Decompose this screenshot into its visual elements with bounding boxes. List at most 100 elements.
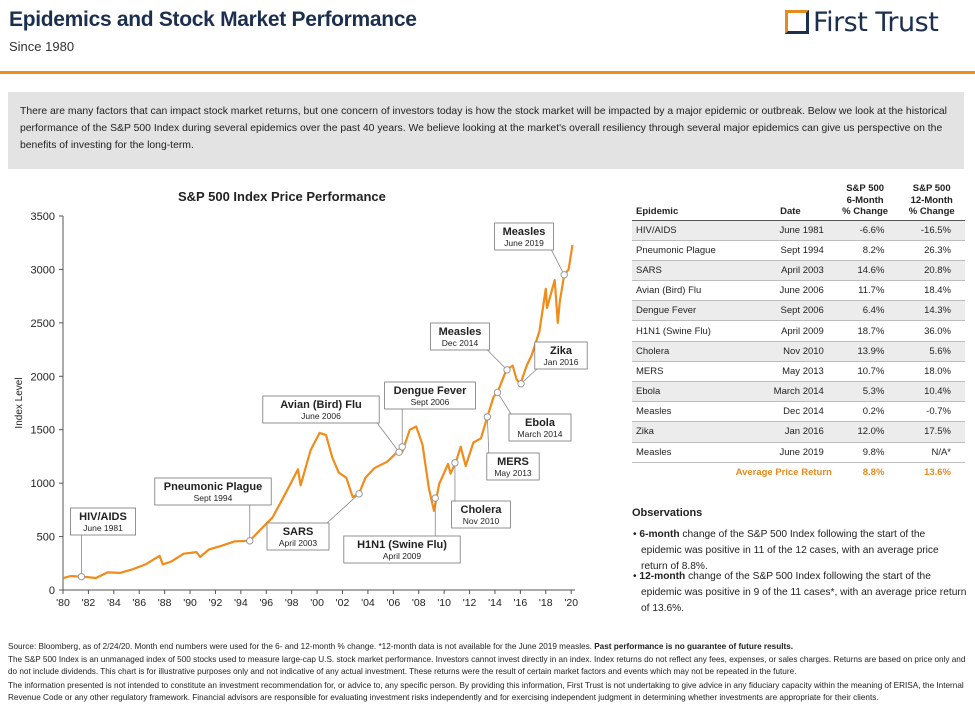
cell-12-month: 14.3% (898, 300, 965, 322)
cell-12-month: 26.3% (898, 240, 965, 261)
cell-6-month: 0.2% (831, 401, 899, 423)
cell-epidemic: MERS (632, 361, 749, 383)
event-marker (483, 413, 492, 421)
page-subtitle: Since 1980 (9, 39, 75, 54)
event-label-box (70, 507, 136, 536)
brand-logo-mark-icon (785, 10, 809, 34)
event-date: June 1981 (83, 523, 123, 533)
epidemic-returns-table: Epidemic Date S&P 500 6-Month% Change S&P… (632, 183, 965, 483)
event-label-box (451, 500, 511, 529)
event-label-box (343, 535, 461, 564)
event-label-box (508, 413, 572, 442)
table-row: Measles Dec 2014 0.2% -0.7% (632, 401, 965, 423)
y-tick-label: 3500 (31, 211, 55, 223)
cell-date: April 2003 (748, 260, 832, 282)
cell-epidemic: HIV/AIDS (632, 220, 749, 241)
event-date: April 2009 (383, 551, 422, 561)
cell-6-month: 8.2% (831, 240, 899, 261)
table-row: Measles June 2019 9.8% N/A* (632, 442, 965, 463)
cell-average-6-month: 8.8% (831, 462, 899, 483)
x-tick-label: '16 (514, 597, 528, 609)
x-tick-label: '08 (412, 597, 426, 609)
table-row: Pneumonic Plague Sept 1994 8.2% 26.3% (632, 240, 965, 261)
cell-epidemic: Ebola (632, 381, 749, 403)
sp500-line-chart: 0 500 1000 1500 2000 2500 3000 3500 Index Level '… (14, 211, 588, 609)
table-row: Zika Jan 2016 12.0% 17.5% (632, 421, 965, 443)
footer-disclaimer: The information presented is not intende… (8, 681, 964, 702)
cell-6-month: 18.7% (831, 320, 899, 342)
cell-12-month: 36.0% (898, 320, 965, 342)
brand-name: First Trust (813, 6, 939, 38)
cell-12-month: -0.7% (898, 401, 965, 423)
cell-epidemic: Zika (632, 421, 749, 443)
cell-date: June 2006 (748, 280, 832, 302)
cell-epidemic: Cholera (632, 341, 749, 362)
event-date: May 2013 (494, 468, 532, 478)
x-tick-label: '88 (158, 597, 172, 609)
cell-date: March 2014 (748, 381, 832, 403)
cell-epidemic: SARS (632, 260, 749, 282)
event-label-box (262, 395, 380, 424)
x-tick-label: '00 (310, 597, 324, 609)
table-row: MERS May 2013 10.7% 18.0% (632, 361, 965, 383)
chart-title: S&P 500 Index Price Performance (178, 189, 386, 204)
event-leader-line (551, 249, 565, 275)
cell-12-month: 20.8% (898, 260, 965, 282)
cell-date: June 1981 (748, 220, 832, 241)
cell-12-month: -16.5% (898, 220, 965, 241)
cell-average-label: Average Price Return (632, 462, 832, 483)
event-label-box (266, 522, 330, 551)
event-leader-line (487, 349, 508, 371)
event-date: June 2006 (301, 411, 341, 421)
cell-12-month: N/A* (898, 442, 965, 463)
event-date: March 2014 (518, 429, 563, 439)
event-label-box (534, 341, 588, 370)
cell-6-month: 6.4% (831, 300, 899, 322)
table-row: Dengue Fever Sept 2006 6.4% 14.3% (632, 300, 965, 322)
x-tick-label: '10 (437, 597, 451, 609)
event-marker (395, 448, 403, 456)
event-date: Nov 2010 (463, 516, 500, 526)
y-axis-label: Index Level (14, 377, 25, 428)
table-row: Cholera Nov 2010 13.9% 5.6% (632, 341, 965, 362)
event-name: Avian (Bird) Flu (280, 399, 361, 411)
cell-6-month: 11.7% (831, 280, 899, 302)
event-label-box (154, 477, 272, 506)
x-tick-label: '18 (539, 597, 553, 609)
cell-date: Nov 2010 (748, 341, 832, 362)
cell-epidemic: Measles (632, 401, 749, 423)
event-leader-line (376, 422, 400, 453)
cell-epidemic: Measles (632, 442, 749, 463)
col-header-epidemic: Epidemic (632, 183, 749, 221)
event-date: Jan 2016 (544, 357, 579, 367)
footer-source: Source: Bloomberg, as of 2/24/20. Month … (8, 642, 794, 651)
event-name: Zika (550, 345, 573, 357)
cell-date: Sept 1994 (748, 240, 832, 261)
x-tick-label: '02 (336, 597, 350, 609)
event-date: Sept 2006 (411, 397, 450, 407)
cell-6-month: -6.6% (831, 220, 899, 241)
cell-date: Sept 2006 (748, 300, 832, 322)
cell-date: June 2019 (748, 442, 832, 463)
event-name: H1N1 (Swine Flu) (357, 539, 447, 551)
y-tick-label: 500 (37, 532, 55, 544)
event-name: Measles (503, 226, 546, 238)
y-tick-label: 3000 (31, 264, 55, 276)
cell-12-month: 10.4% (898, 381, 965, 403)
cell-date: Dec 2014 (748, 401, 832, 423)
event-name: HIV/AIDS (79, 511, 127, 523)
cell-12-month: 5.6% (898, 341, 965, 362)
table-row: Ebola March 2014 5.3% 10.4% (632, 381, 965, 403)
event-label-box (486, 452, 540, 481)
event-name: SARS (283, 526, 314, 538)
event-leader-line (326, 493, 360, 524)
event-marker (398, 443, 406, 451)
event-label-box (430, 322, 490, 351)
cell-12-month: 18.4% (898, 280, 965, 302)
event-label-box (494, 222, 554, 251)
